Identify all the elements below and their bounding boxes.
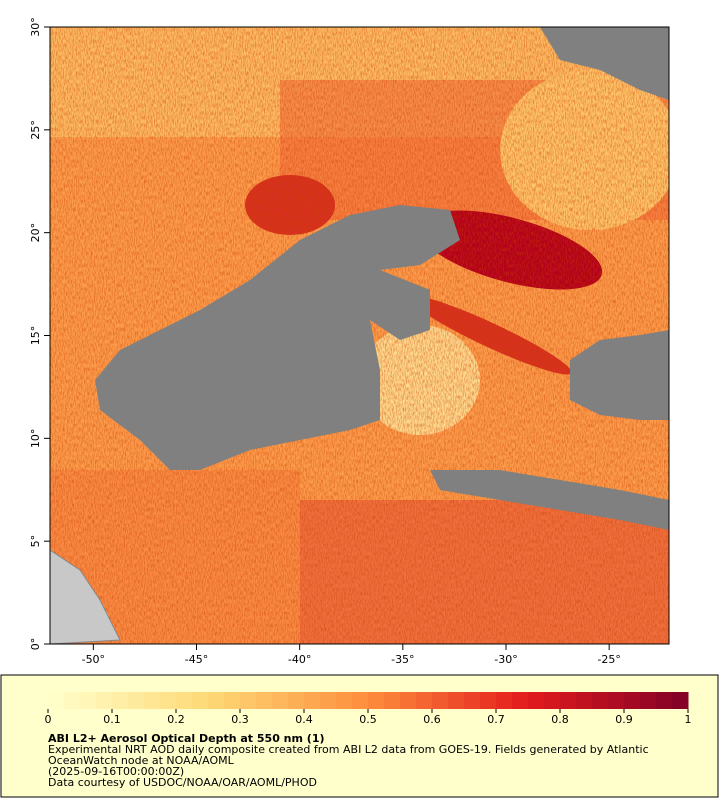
colorbar-cell [368, 692, 385, 709]
colorbar-tick-label: 0.2 [167, 713, 185, 726]
colorbar-cell [96, 692, 113, 709]
legend-note: (2025-09-16T00:00:00Z) [48, 765, 184, 778]
colorbar-cell [224, 692, 241, 709]
colorbar-cell [576, 692, 593, 709]
colorbar-cell [304, 692, 321, 709]
y-tick-label: 0° [29, 638, 42, 651]
x-tick-label: -45° [185, 653, 208, 666]
cloud-mask [95, 205, 460, 470]
colorbar-cell [384, 692, 401, 709]
y-tick-label: 15° [29, 326, 42, 346]
cloud-mask [570, 330, 669, 420]
colorbar-cell [160, 692, 177, 709]
colorbar-cell [560, 692, 577, 709]
colorbar-cell [544, 692, 561, 709]
colorbar-tick-label: 1 [685, 713, 692, 726]
colorbar-cell [592, 692, 609, 709]
y-tick-label: 30° [29, 17, 42, 37]
colorbar-cell [144, 692, 161, 709]
colorbar-cell [608, 692, 625, 709]
colorbar-cell [496, 692, 513, 709]
colorbar-tick-label: 0.6 [423, 713, 441, 726]
colorbar-cell [432, 692, 449, 709]
colorbar-cell [480, 692, 497, 709]
colorbar-cell [336, 692, 353, 709]
colorbar-cell [80, 692, 97, 709]
aod-map [50, 27, 669, 644]
x-tick-label: -30° [494, 653, 517, 666]
colorbar-cell [448, 692, 465, 709]
colorbar-cell [512, 692, 529, 709]
x-tick-label: -40° [288, 653, 311, 666]
legend-note: OceanWatch node at NOAA/AOML [48, 754, 235, 767]
colorbar-tick-label: 0.8 [551, 713, 569, 726]
x-tick-label: -35° [391, 653, 414, 666]
cloud-mask [430, 470, 669, 530]
colorbar-tick-label: 0.4 [295, 713, 313, 726]
legend-note: Experimental NRT AOD daily composite cre… [48, 743, 649, 756]
cloud-mask [540, 27, 669, 100]
colorbar-cell [656, 692, 673, 709]
y-tick-label: 10° [29, 429, 42, 449]
y-tick-label: 20° [29, 223, 42, 243]
colorbar-tick-label: 0 [45, 713, 52, 726]
colorbar-cell [192, 692, 209, 709]
colorbar-cell [64, 692, 81, 709]
colorbar-cell [352, 692, 369, 709]
colorbar-cell [528, 692, 545, 709]
colorbar-cell [176, 692, 193, 709]
colorbar-cell [208, 692, 225, 709]
legend-title: ABI L2+ Aerosol Optical Depth at 550 nm … [48, 732, 325, 745]
colorbar-cell [112, 692, 129, 709]
colorbar-cell [256, 692, 273, 709]
colorbar-cell [128, 692, 145, 709]
legend-note: Data courtesy of USDOC/NOAA/OAR/AOML/PHO… [48, 776, 317, 789]
colorbar-cell [640, 692, 657, 709]
x-tick-label: -50° [82, 653, 105, 666]
colorbar-tick-label: 0.3 [231, 713, 249, 726]
colorbar-cell [464, 692, 481, 709]
land [50, 549, 121, 644]
colorbar-cell [240, 692, 257, 709]
y-tick-label: 5° [29, 535, 42, 548]
colorbar-tick-label: 0.9 [615, 713, 633, 726]
colorbar-cell [416, 692, 433, 709]
y-tick-label: 25° [29, 120, 42, 140]
colorbar-cell [272, 692, 289, 709]
colorbar-cell [400, 692, 417, 709]
colorbar-tick-label: 0.5 [359, 713, 377, 726]
colorbar-tick-label: 0.7 [487, 713, 505, 726]
colorbar-cell [288, 692, 305, 709]
colorbar-tick-label: 0.1 [103, 713, 121, 726]
colorbar-cell [48, 692, 65, 709]
colorbar-cell [320, 692, 337, 709]
colorbar-cell [624, 692, 641, 709]
colorbar-cell [672, 692, 689, 709]
x-tick-label: -25° [597, 653, 620, 666]
